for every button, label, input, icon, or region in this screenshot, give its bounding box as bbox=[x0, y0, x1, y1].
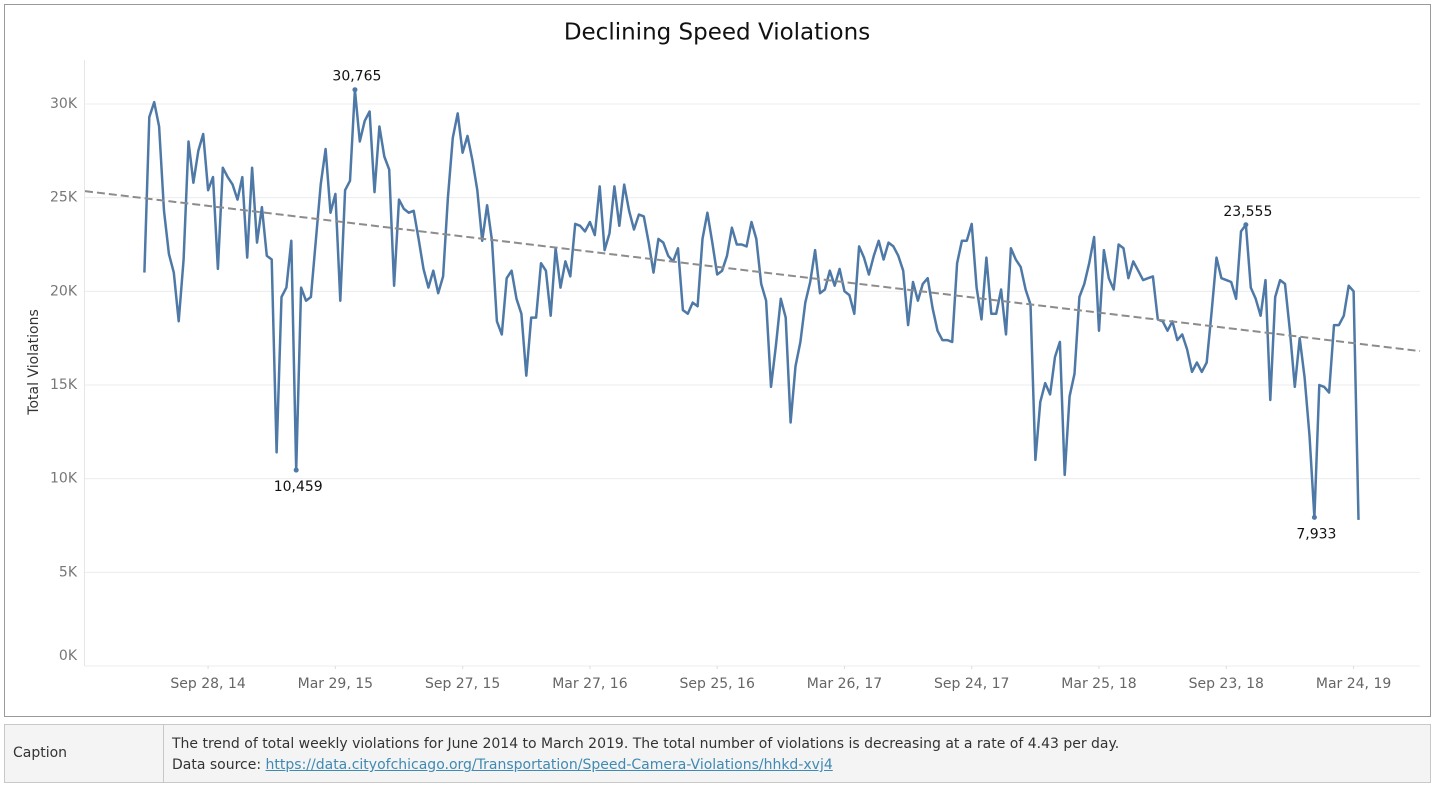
y-tick-label: 5K bbox=[59, 564, 78, 580]
y-tick-label: 10K bbox=[50, 471, 78, 487]
source-link[interactable]: https://data.cityofchicago.org/Transport… bbox=[265, 757, 833, 773]
x-tick-label: Mar 24, 19 bbox=[1316, 676, 1391, 692]
x-tick-label: Sep 25, 16 bbox=[679, 676, 754, 692]
data-line bbox=[143, 88, 1360, 520]
caption-text: The trend of total weekly violations for… bbox=[172, 736, 1120, 752]
caption-body: The trend of total weekly violations for… bbox=[172, 734, 1119, 776]
data-label: 10,459 bbox=[274, 479, 323, 495]
marker bbox=[1311, 514, 1317, 520]
caption-label: Caption bbox=[5, 725, 164, 782]
y-tick-label: 15K bbox=[50, 377, 78, 393]
x-tick-label: Sep 27, 15 bbox=[425, 676, 500, 692]
y-axis-label: Total Violations bbox=[26, 309, 42, 415]
data-label: 30,765 bbox=[332, 69, 381, 85]
data-label: 23,555 bbox=[1223, 204, 1272, 220]
x-tick-label: Mar 25, 18 bbox=[1061, 676, 1136, 692]
x-tick-label: Sep 28, 14 bbox=[170, 676, 245, 692]
caption-source: Data source: https://data.cityofchicago.… bbox=[172, 755, 1119, 776]
y-tick-label: 0K bbox=[59, 648, 78, 664]
x-tick-label: Sep 23, 18 bbox=[1189, 676, 1264, 692]
marker bbox=[352, 87, 358, 93]
data-label: 7,933 bbox=[1296, 526, 1336, 542]
chart-title: Declining Speed Violations bbox=[564, 20, 870, 46]
x-tick-label: Sep 24, 17 bbox=[934, 676, 1009, 692]
y-tick-label: 25K bbox=[50, 190, 78, 206]
y-tick-label: 20K bbox=[50, 283, 78, 299]
x-tick-label: Mar 27, 16 bbox=[552, 676, 627, 692]
marker bbox=[1243, 222, 1249, 228]
chart-frame bbox=[4, 4, 1431, 717]
trend-line bbox=[84, 190, 1421, 353]
chart: Declining Speed Violations Total Violati… bbox=[26, 20, 1421, 692]
x-tick-label: Mar 29, 15 bbox=[298, 676, 373, 692]
y-tick-label: 30K bbox=[50, 96, 78, 112]
x-tick-label: Mar 26, 17 bbox=[807, 676, 882, 692]
marker bbox=[293, 467, 299, 473]
caption-panel: Caption The trend of total weekly violat… bbox=[4, 724, 1431, 783]
source-label: Data source: bbox=[172, 757, 262, 773]
